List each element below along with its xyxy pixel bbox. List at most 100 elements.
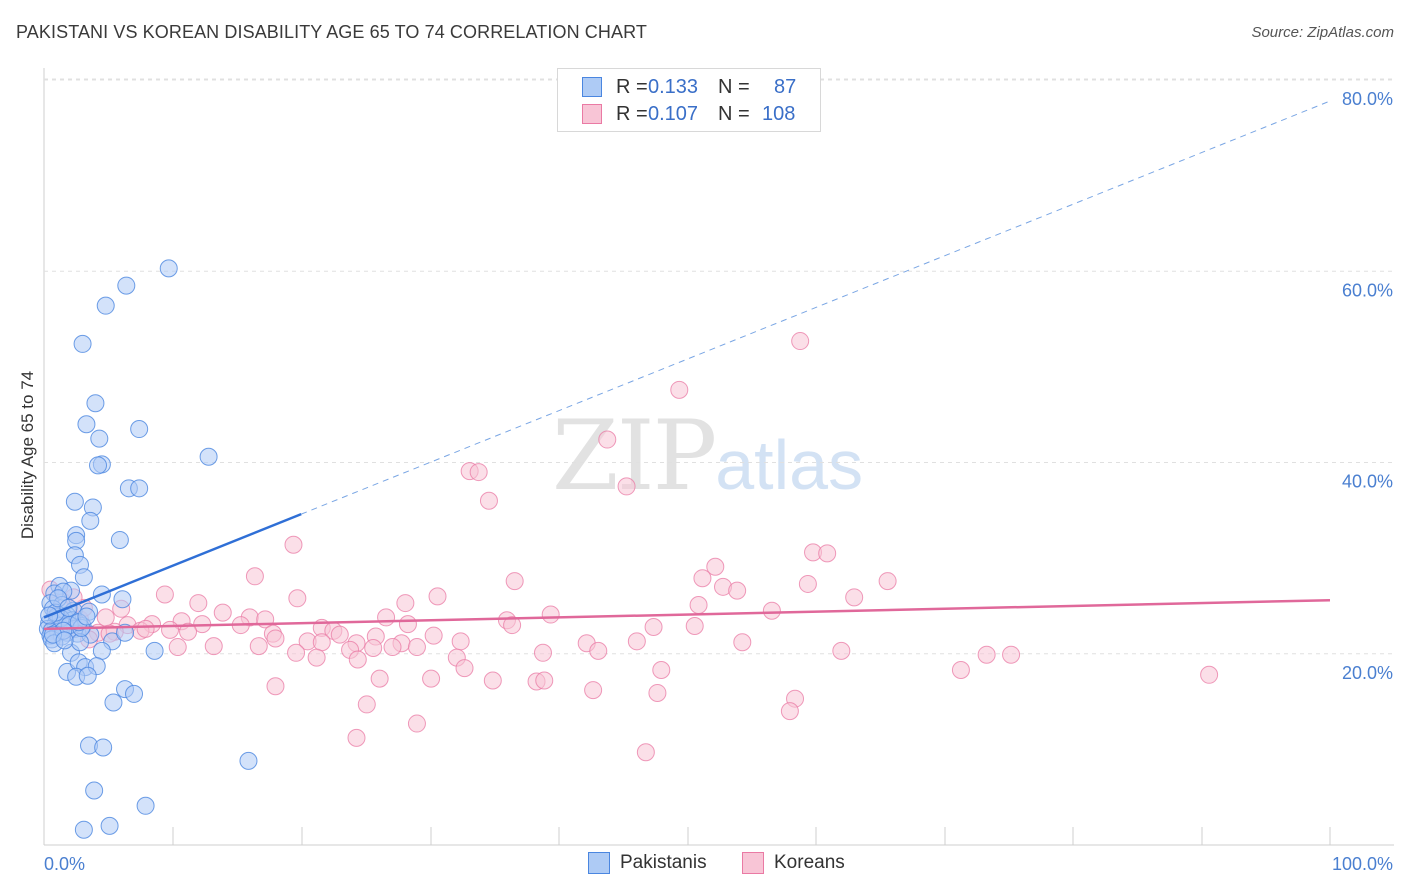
- korean-point: [818, 544, 837, 563]
- pakistani-point: [117, 276, 136, 295]
- legend-r-value-koreans: 0.107: [648, 102, 699, 125]
- korean-point: [287, 643, 306, 662]
- pakistani-point: [130, 420, 149, 439]
- korean-point: [533, 643, 552, 662]
- korean-point: [155, 585, 174, 604]
- korean-point: [179, 622, 198, 641]
- korean-point: [364, 639, 383, 658]
- source-label: Source: ZipAtlas.com: [1251, 24, 1394, 41]
- korean-point: [357, 695, 376, 714]
- legend-n-label: N =: [718, 102, 750, 125]
- korean-point: [396, 594, 415, 613]
- korean-point: [648, 683, 667, 702]
- korean-point: [370, 669, 389, 688]
- pakistani-point: [130, 479, 149, 498]
- pakistani-point: [116, 623, 135, 642]
- korean-point: [398, 615, 417, 634]
- korean-point: [845, 588, 864, 607]
- korean-point: [733, 633, 752, 652]
- pakistani-point: [86, 394, 105, 413]
- korean-point: [878, 572, 897, 591]
- legend-r-value-pakistanis: 0.133: [648, 75, 699, 98]
- legend-n-value-koreans: 108: [762, 102, 796, 125]
- korean-point: [627, 632, 646, 651]
- korean-point: [377, 608, 396, 627]
- bottom-legend-koreans: Koreans: [742, 852, 845, 874]
- legend-n-label: N =: [718, 75, 750, 98]
- korean-point: [266, 677, 285, 696]
- pakistani-point: [125, 684, 144, 703]
- watermark-atlas: atlas: [715, 426, 864, 504]
- pakistani-trend-line: [43, 512, 302, 619]
- korean-point: [407, 638, 426, 657]
- korean-point: [541, 605, 560, 624]
- korean-point: [479, 491, 498, 510]
- korean-point: [189, 594, 208, 613]
- bottom-legend-label-pakistanis: Pakistanis: [620, 852, 707, 873]
- korean-point: [780, 702, 799, 721]
- pakistani-point: [92, 641, 111, 660]
- korean-point: [762, 601, 781, 620]
- korean-point: [670, 380, 689, 399]
- bottom-legend-pakistanis: Pakistanis: [588, 852, 707, 874]
- korean-point: [706, 557, 725, 576]
- korean-point: [728, 581, 747, 600]
- korean-point: [685, 617, 704, 636]
- pakistani-point: [104, 693, 123, 712]
- pakistani-point: [145, 641, 164, 660]
- pakistani-point: [74, 568, 93, 587]
- legend-box: R = 0.133 N = 87 R = 0.107 N = 108: [557, 68, 821, 132]
- korean-point: [204, 637, 223, 656]
- korean-point: [798, 574, 817, 593]
- legend-n-value-pakistanis: 87: [774, 75, 797, 98]
- pakistani-point: [136, 796, 155, 815]
- y-tick-label: 20.0%: [1342, 663, 1393, 683]
- korean-point: [483, 671, 502, 690]
- korean-point: [347, 728, 366, 747]
- watermark: ZIPatlas: [552, 400, 863, 512]
- korean-point: [136, 619, 155, 638]
- korean-point: [424, 626, 443, 645]
- y-tick-label: 80.0%: [1342, 89, 1393, 109]
- chart-title: PAKISTANI VS KOREAN DISABILITY AGE 65 TO…: [16, 22, 647, 42]
- pakistani-trend-extension: [301, 100, 1331, 515]
- korean-point: [455, 659, 474, 678]
- korean-point: [644, 617, 663, 636]
- legend-swatch-koreans: [582, 104, 602, 124]
- korean-point: [1002, 645, 1021, 664]
- x-tick-label-max: 100.0%: [1332, 854, 1393, 874]
- korean-point: [284, 535, 303, 554]
- korean-point: [249, 637, 268, 656]
- y-tick-label: 40.0%: [1342, 472, 1393, 492]
- korean-point: [245, 567, 264, 586]
- legend-r-label: R =: [616, 75, 648, 98]
- legend-r-label: R =: [616, 102, 648, 125]
- korean-point: [451, 632, 470, 651]
- korean-point: [168, 638, 187, 657]
- korean-point: [505, 572, 524, 591]
- watermark-zip: ZIP: [552, 400, 717, 512]
- korean-point: [266, 629, 285, 648]
- bottom-legend-swatch-pakistanis: [588, 852, 610, 874]
- x-tick-label-min: 0.0%: [44, 854, 85, 874]
- pakistani-point: [73, 334, 92, 353]
- korean-point: [307, 648, 326, 667]
- korean-point: [951, 661, 970, 680]
- pakistani-point: [110, 530, 129, 549]
- legend-row-koreans: R = 0.107 N = 108: [582, 102, 795, 126]
- korean-point: [312, 633, 331, 652]
- y-axis-label: Disability Age 65 to 74: [18, 370, 37, 540]
- korean-point: [407, 714, 426, 733]
- korean-point: [1200, 665, 1219, 684]
- pakistani-point: [199, 447, 218, 466]
- korean-point: [96, 608, 115, 627]
- korean-point: [832, 641, 851, 660]
- korean-point: [422, 669, 441, 688]
- korean-point: [598, 430, 617, 449]
- korean-point: [589, 641, 608, 660]
- pakistani-point: [74, 820, 93, 839]
- korean-point: [330, 625, 349, 644]
- pakistani-point: [94, 738, 113, 757]
- korean-point: [636, 743, 655, 762]
